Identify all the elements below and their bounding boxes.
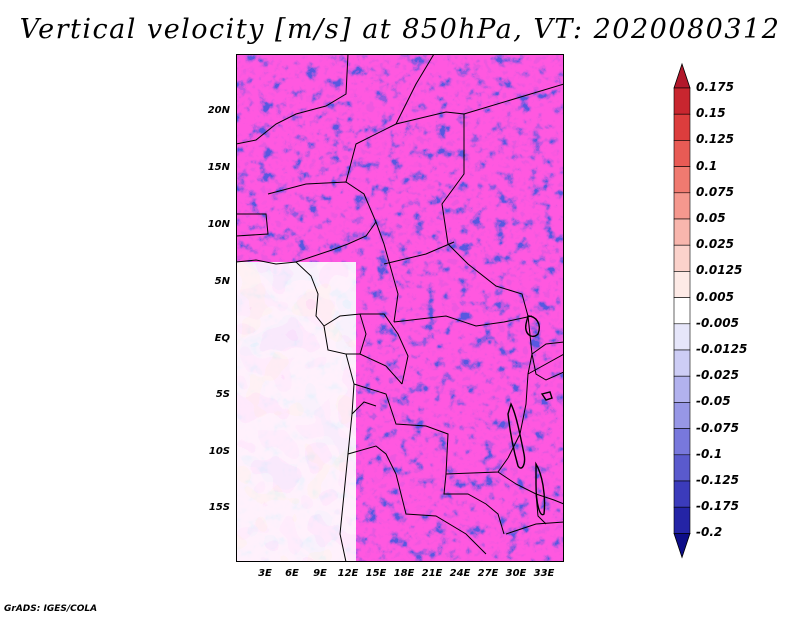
lon-label-15e: 15E bbox=[365, 568, 387, 579]
colorbar-segment bbox=[673, 271, 691, 298]
colorbar-segment bbox=[673, 218, 691, 246]
lat-label-20n: 20N bbox=[207, 105, 230, 116]
lon-label-30e: 30E bbox=[505, 568, 527, 579]
colorbar-segment bbox=[673, 506, 691, 534]
lon-label-21e: 21E bbox=[421, 568, 443, 579]
lat-label-5s: 5S bbox=[215, 389, 230, 400]
lon-label-9e: 9E bbox=[313, 568, 327, 579]
colorbar-tick-label: -0.005 bbox=[696, 315, 739, 330]
lat-label-15s: 15S bbox=[208, 502, 230, 513]
map-frame bbox=[236, 54, 564, 562]
lat-label-eq: EQ bbox=[214, 333, 230, 344]
lon-label-18e: 18E bbox=[393, 568, 415, 579]
colorbar-tick-label: -0.2 bbox=[696, 525, 723, 540]
lon-label-6e: 6E bbox=[285, 568, 299, 579]
colorbar-segment bbox=[673, 140, 691, 167]
colorbar-segment bbox=[673, 244, 691, 272]
colorbar-tick-label: 0.025 bbox=[696, 237, 734, 252]
colorbar-tick-label: -0.125 bbox=[696, 473, 739, 487]
colorbar-tick-label: 0.175 bbox=[696, 80, 734, 94]
colorbar-segment bbox=[673, 428, 691, 456]
colorbar-segment bbox=[673, 297, 691, 325]
colorbar-tick-label: 0.125 bbox=[696, 132, 734, 147]
lat-label-10n: 10N bbox=[207, 219, 230, 230]
ocean-field bbox=[236, 262, 356, 562]
colorbar-segment bbox=[673, 375, 691, 403]
colorbar-bottom-arrow bbox=[673, 532, 691, 559]
colorbar-tick-label: 0.005 bbox=[696, 289, 734, 304]
colorbar-segment bbox=[673, 166, 691, 194]
colorbar-tick-label: -0.1 bbox=[696, 446, 723, 461]
lon-label-27e: 27E bbox=[477, 568, 499, 579]
lon-label-33e: 33E bbox=[533, 568, 555, 579]
lat-label-15n: 15N bbox=[207, 162, 230, 173]
colorbar-tick-label: -0.0125 bbox=[696, 342, 748, 356]
colorbar-segment bbox=[673, 480, 691, 508]
colorbar-tick-label: 0.0125 bbox=[696, 263, 743, 278]
lon-label-12e: 12E bbox=[337, 568, 359, 579]
map-title: Vertical velocity [m/s] at 850hPa, VT: 2… bbox=[19, 14, 781, 45]
colorbar-segment bbox=[673, 323, 691, 351]
colorbar-segment bbox=[673, 349, 691, 377]
colorbar-tick-label: 0.1 bbox=[696, 158, 718, 173]
vertical-velocity-map bbox=[236, 54, 564, 562]
colorbar-segment bbox=[673, 454, 691, 482]
colorbar-top-arrow bbox=[673, 62, 691, 89]
colorbar bbox=[673, 62, 691, 559]
lon-label-3e: 3E bbox=[258, 568, 272, 579]
colorbar-tick-label: -0.075 bbox=[696, 420, 739, 435]
country-borders bbox=[236, 54, 564, 562]
colorbar-segment bbox=[673, 402, 691, 429]
colorbar-tick-label: -0.05 bbox=[696, 394, 731, 409]
colorbar-segment bbox=[673, 87, 691, 115]
colorbar-tick-label: -0.175 bbox=[696, 499, 739, 514]
colorbar-tick-label: -0.025 bbox=[696, 368, 739, 383]
colorbar-tick-label: 0.15 bbox=[696, 106, 726, 121]
colorbar-segment bbox=[673, 113, 691, 141]
lakes bbox=[507, 315, 553, 516]
colorbar-tick-label: 0.05 bbox=[696, 211, 726, 225]
colorbar-tick-label: 0.075 bbox=[696, 184, 734, 199]
lat-label-5n: 5N bbox=[214, 276, 230, 287]
lat-label-10s: 10S bbox=[208, 446, 230, 457]
lon-label-24e: 24E bbox=[449, 568, 471, 579]
grads-credit: GrADS: IGES/COLA bbox=[4, 604, 98, 614]
colorbar-segment bbox=[673, 192, 691, 220]
